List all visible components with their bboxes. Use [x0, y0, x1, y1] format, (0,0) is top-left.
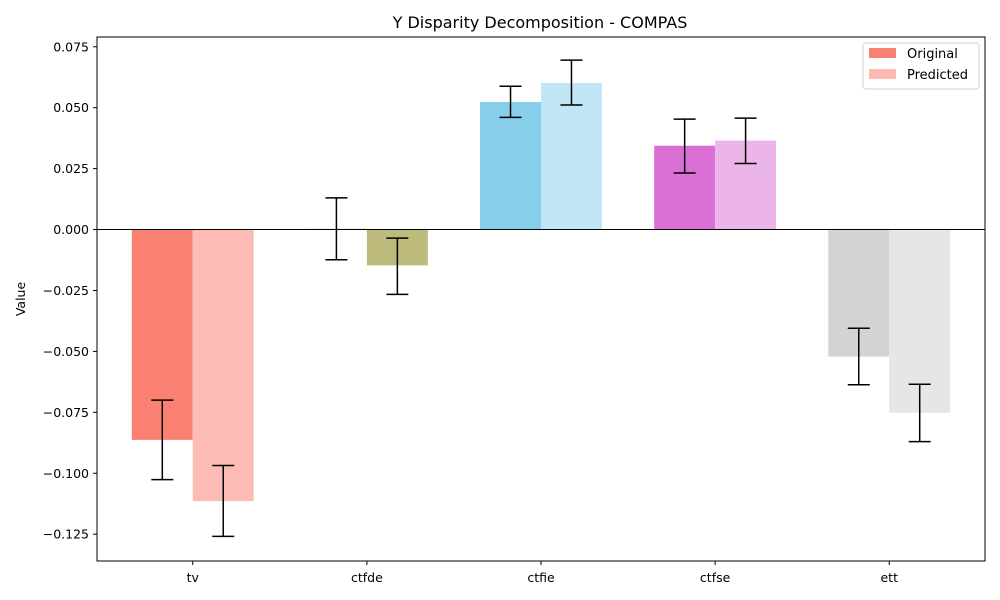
legend-swatch-original — [869, 48, 896, 58]
x-tick-label-ctfde: ctfde — [351, 570, 383, 585]
y-tick-label: −0.025 — [43, 283, 89, 298]
legend-label-original: Original — [907, 47, 958, 62]
legend-swatch-predicted — [869, 69, 896, 79]
legend-label-predicted: Predicted — [907, 68, 968, 83]
y-tick-label: 0.025 — [53, 161, 89, 176]
y-tick-label: −0.100 — [43, 466, 89, 481]
y-tick-label: −0.125 — [43, 527, 89, 542]
y-axis-label: Value — [13, 282, 28, 317]
chart-title: Y Disparity Decomposition - COMPAS — [392, 13, 688, 32]
bars-layer — [131, 83, 951, 502]
error-bars-layer — [151, 59, 931, 538]
y-tick-label: 0.050 — [53, 100, 89, 115]
bar-ctfie-predicted — [541, 83, 602, 230]
y-tick-label: 0.000 — [53, 222, 89, 237]
legend: Original Predicted — [862, 42, 980, 90]
axes-layer: 0.075 0.050 0.025 0.000 −0.025 −0.050 −0.075 −0… — [43, 36, 986, 585]
x-tick-label-tv: tv — [187, 570, 200, 585]
y-tick-label: −0.075 — [43, 405, 89, 420]
y-tick-label: 0.075 — [53, 39, 89, 54]
y-tick-label: −0.050 — [43, 344, 89, 359]
bar-ett-predicted — [889, 229, 951, 413]
x-tick-label-ctfse: ctfse — [700, 570, 731, 585]
bar-tv-predicted — [192, 229, 254, 502]
bar-ctfie-original — [480, 102, 541, 230]
x-tick-label-ett: ett — [880, 570, 898, 585]
x-tick-label-ctfie: ctfie — [527, 570, 555, 585]
